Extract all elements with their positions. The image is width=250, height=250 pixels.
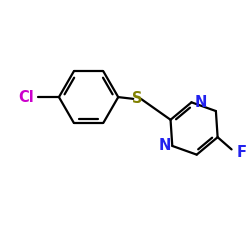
Text: N: N (194, 95, 207, 110)
Text: F: F (237, 146, 247, 160)
Text: Cl: Cl (18, 90, 34, 104)
Text: N: N (158, 138, 170, 154)
Text: S: S (132, 91, 143, 106)
